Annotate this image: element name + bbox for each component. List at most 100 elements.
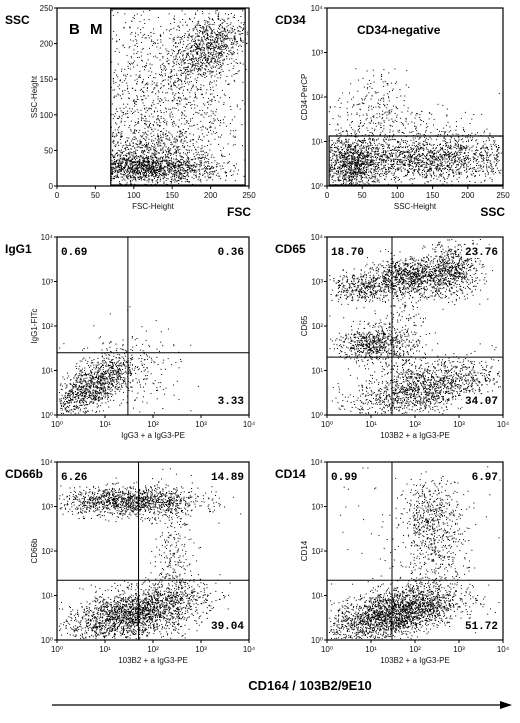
panel-corner-label: IgG1 (5, 242, 32, 256)
y-tick-label: 10² (311, 93, 323, 102)
quadrant-value-upper-left: 18.70 (330, 245, 367, 259)
x-tick-label: 10¹ (365, 645, 377, 654)
quadrant-value-text: 18.70 (331, 247, 364, 259)
y-tick-label: 10³ (311, 503, 323, 512)
panel-inner-label: B M (69, 21, 106, 38)
panel-cd34: 0 50 100 150 200 250 10⁰ 10¹ 10² 10³ 10⁴ SSC-Height… (275, 4, 510, 219)
x-tick-label: 50 (91, 191, 100, 200)
y-tick-label: 10¹ (311, 138, 323, 147)
x-axis-label: SSC-Height (394, 202, 437, 211)
quadrant-value-lower-right: 3.33 (215, 394, 245, 408)
bottom-arrow (52, 701, 512, 709)
label-backdrop (60, 470, 90, 483)
x-tick-label: 10⁴ (243, 645, 256, 654)
x-tick-label: 10² (147, 420, 159, 429)
quadrant-value-upper-right: 6.97 (469, 470, 499, 484)
plot-frame (326, 7, 504, 187)
x-tick-label: 10³ (195, 420, 207, 429)
plot-frame (56, 7, 250, 187)
y-tick-label: 10⁰ (311, 411, 323, 420)
y-tick-label: 150 (40, 75, 54, 84)
x-tick-label: 100 (127, 191, 141, 200)
y-tick-label: 50 (44, 146, 53, 155)
y-tick-label: 10² (41, 322, 53, 331)
quadrant-value-text: 0.69 (61, 247, 87, 259)
gate-rectangle (328, 135, 504, 186)
label-backdrop (215, 394, 245, 407)
y-tick-label: 250 (40, 4, 54, 13)
quadrant-value-text: 34.07 (465, 396, 498, 408)
quadrant-value-text: 0.99 (331, 472, 357, 484)
y-tick-label: 10⁴ (311, 4, 324, 13)
y-tick-label: 10⁴ (311, 233, 324, 242)
y-axis-label: CD14 (300, 540, 309, 561)
y-tick-label: 10⁴ (311, 458, 324, 467)
quadrant-value-text: 14.89 (211, 472, 244, 484)
x-tick-label: 10² (409, 645, 421, 654)
y-tick-label: 10¹ (311, 592, 323, 601)
x-tick-label: 200 (204, 191, 218, 200)
y-tick-label: 0 (49, 182, 54, 191)
y-tick-label: 10³ (311, 278, 323, 287)
x-axis-label: FSC-Height (132, 202, 175, 211)
plot-frame (56, 236, 250, 416)
x-tick-label: 150 (166, 191, 180, 200)
x-tick-label: 10³ (195, 645, 207, 654)
y-tick-label: 10³ (311, 49, 323, 58)
panel-igg1: 10⁰ 10¹ 10² 10³ 10⁴ 10⁰ 10¹ 10² 10³ 10⁴ IgG3 + a I… (5, 233, 256, 440)
quadrant-value-text: 6.97 (472, 472, 498, 484)
quadrant-value-lower-right: 39.04 (208, 619, 245, 633)
quadrant-value-lower-right: 51.72 (462, 619, 499, 633)
label-backdrop (462, 394, 499, 407)
quadrant-value-upper-left: 6.26 (60, 470, 90, 484)
label-backdrop (208, 470, 245, 483)
x-axis-label: IgG3 + a IgG3-PE (121, 431, 185, 440)
quadrant-value-text: 3.33 (218, 396, 245, 408)
x-axis-label: 103B2 + a IgG3-PE (118, 656, 188, 665)
x-tick-label: 10² (409, 420, 421, 429)
y-tick-label: 10⁴ (41, 233, 54, 242)
y-tick-label: 10⁰ (41, 411, 53, 420)
panel-bm: 0 50 100 150 200 250 0 50 100 150 200 250 FSC-Height… (5, 4, 256, 219)
x-tick-label: 10¹ (99, 645, 111, 654)
x-tick-label: 10¹ (365, 420, 377, 429)
scatter-points (59, 468, 242, 640)
scatter-points (59, 306, 199, 415)
quadrant-value-text: 23.76 (465, 247, 498, 259)
x-tick-label: 10⁴ (497, 420, 510, 429)
quadrant-value-upper-right: 0.36 (215, 245, 245, 259)
y-axis-label: CD66b (30, 538, 39, 563)
quadrant-value-text: 6.26 (61, 472, 87, 484)
quadrant-value-upper-left: 0.99 (330, 470, 360, 484)
quadrant-value-lower-right: 34.07 (462, 394, 499, 408)
quadrant-value-upper-right: 23.76 (462, 245, 499, 259)
x-tick-label: 200 (461, 191, 475, 200)
y-axis-label: CD34-PerCP (300, 74, 309, 121)
x-tick-label: 10⁰ (321, 645, 333, 654)
scatter-points (110, 9, 248, 186)
y-tick-label: 10¹ (311, 367, 323, 376)
panel-corner-label: CD65 (275, 242, 306, 256)
x-tick-label: 0 (55, 191, 60, 200)
quadrant-value-text: 51.72 (465, 621, 498, 633)
y-tick-label: 10⁰ (311, 636, 323, 645)
panel-bottom-label: SSC (480, 205, 505, 219)
x-tick-label: 250 (496, 191, 510, 200)
x-tick-label: 0 (325, 191, 330, 200)
x-tick-label: 10¹ (99, 420, 111, 429)
scatter-points (328, 68, 502, 186)
gate-rectangle (110, 8, 246, 186)
panel-cd65: 10⁰ 10¹ 10² 10³ 10⁴ 10⁰ 10¹ 10² 10³ 10⁴ 103B2 + a … (275, 233, 510, 440)
panel-corner-label: SSC (5, 13, 30, 27)
y-tick-label: 10⁴ (41, 458, 54, 467)
y-tick-label: 10³ (41, 278, 53, 287)
y-axis-label: CD65 (300, 315, 309, 336)
plot-frame (326, 461, 504, 641)
panel-cd14: 10⁰ 10¹ 10² 10³ 10⁴ 10⁰ 10¹ 10² 10³ 10⁴ 103B2 + a … (275, 458, 510, 665)
x-tick-label: 10⁴ (497, 645, 510, 654)
quadrant-value-upper-right: 14.89 (208, 470, 245, 484)
panels-layer: 0 50 100 150 200 250 0 50 100 150 200 250 FSC-Height… (5, 4, 510, 665)
panel-corner-label: CD34 (275, 13, 306, 27)
quadrant-value-text: 39.04 (211, 621, 244, 633)
